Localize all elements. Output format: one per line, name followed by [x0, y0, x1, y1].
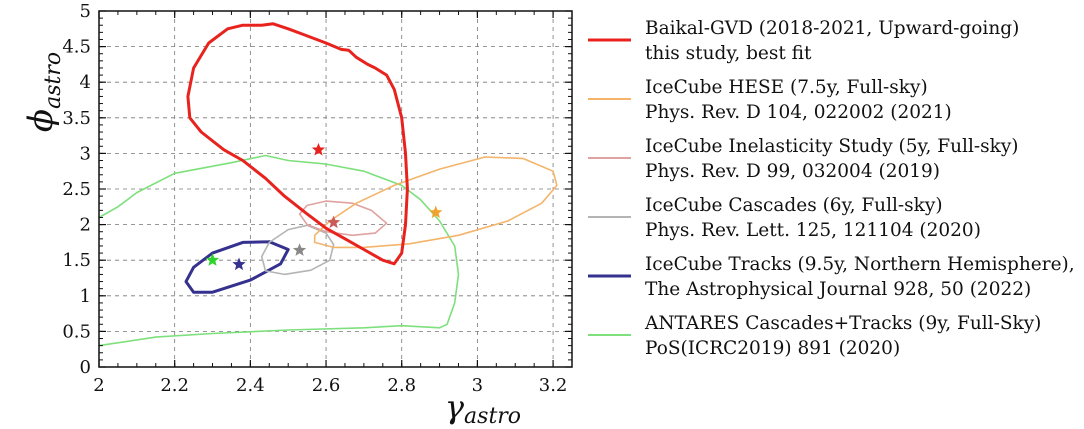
legend-entry-line2: Phys. Rev. D 104, 022002 (2021) [645, 102, 952, 123]
x-axis-label-sub: astro [464, 404, 521, 429]
y-tick-label: 3.5 [62, 108, 91, 129]
series-contour [184, 240, 290, 294]
x-axis-label-main: γ [445, 388, 465, 426]
y-axis-label-main: ϕ [21, 109, 61, 132]
legend-entry-line2: PoS(ICRC2019) 891 (2020) [645, 338, 900, 359]
y-tick-label: 1.5 [62, 250, 91, 271]
best-fit-star [311, 142, 326, 156]
x-tick-label: 2.8 [387, 375, 416, 396]
y-tick-label: 0 [80, 357, 91, 378]
legend-entry-line1: IceCube HESE (7.5y, Full-sky) [645, 77, 928, 98]
best-fit-star [326, 215, 341, 229]
x-axis-label: γastro [445, 388, 521, 429]
legend-entry-line2: The Astrophysical Journal 928, 50 (2022) [645, 279, 1031, 300]
series-contour [98, 154, 460, 347]
y-axis-label: ϕastro [21, 52, 66, 132]
y-tick-label: 3 [80, 143, 91, 164]
legend-entry-line1: IceCube Inelasticity Study (5y, Full-sky… [645, 136, 1019, 157]
series-2 [313, 156, 558, 249]
best-fit-star [232, 257, 246, 271]
x-tick-label: 2.6 [312, 375, 341, 396]
series-layer [98, 22, 558, 347]
y-axis-label-sub: astro [41, 52, 66, 109]
series-contour [260, 224, 335, 276]
y-tick-label: 0.5 [62, 321, 91, 342]
best-fit-star [205, 253, 220, 266]
x-tick-label: 2 [93, 375, 104, 396]
x-tick-label: 2.4 [236, 375, 265, 396]
grid [99, 11, 572, 367]
ticks: 2 2.2 2.4 2.6 2.8 3 3.2 0 0.5 1 1.5 2 2.5 3 3.5 4 4.5 5 [62, 1, 573, 396]
series-6 [98, 154, 460, 347]
series-contour [313, 156, 558, 249]
legend-entry-line2: Phys. Rev. D 99, 032004 (2019) [645, 161, 940, 182]
y-tick-label: 4 [80, 72, 91, 93]
legend-entry-line1: IceCube Cascades (6y, Full-sky) [645, 195, 943, 216]
x-tick-label: 2.2 [160, 375, 189, 396]
legend: Baikal-GVD (2018-2021, Upward-going) this… [588, 18, 1075, 359]
series-4 [260, 224, 335, 276]
best-fit-star [429, 205, 443, 219]
x-tick-label: 3 [472, 375, 483, 396]
series-1 [186, 22, 409, 266]
x-tick-label: 3.2 [539, 375, 568, 396]
series-5 [184, 240, 290, 294]
legend-entry-line2: Phys. Rev. Lett. 125, 121104 (2020) [645, 220, 981, 241]
legend-entry-line2: this study, best fit [645, 43, 812, 64]
y-tick-label: 4.5 [62, 37, 91, 58]
legend-entry-line1: Baikal-GVD (2018-2021, Upward-going) [645, 18, 1019, 39]
best-fit-star [292, 243, 307, 256]
legend-entry-line1: IceCube Tracks (9.5y, Northern Hemispher… [645, 254, 1075, 275]
y-tick-label: 5 [80, 1, 91, 22]
y-tick-label: 2 [80, 215, 91, 236]
legend-entry-line1: ANTARES Cascades+Tracks (9y, Full-Sky) [644, 313, 1041, 334]
y-tick-label: 1 [80, 286, 91, 307]
series-contour [186, 22, 409, 266]
y-tick-label: 2.5 [62, 179, 91, 200]
